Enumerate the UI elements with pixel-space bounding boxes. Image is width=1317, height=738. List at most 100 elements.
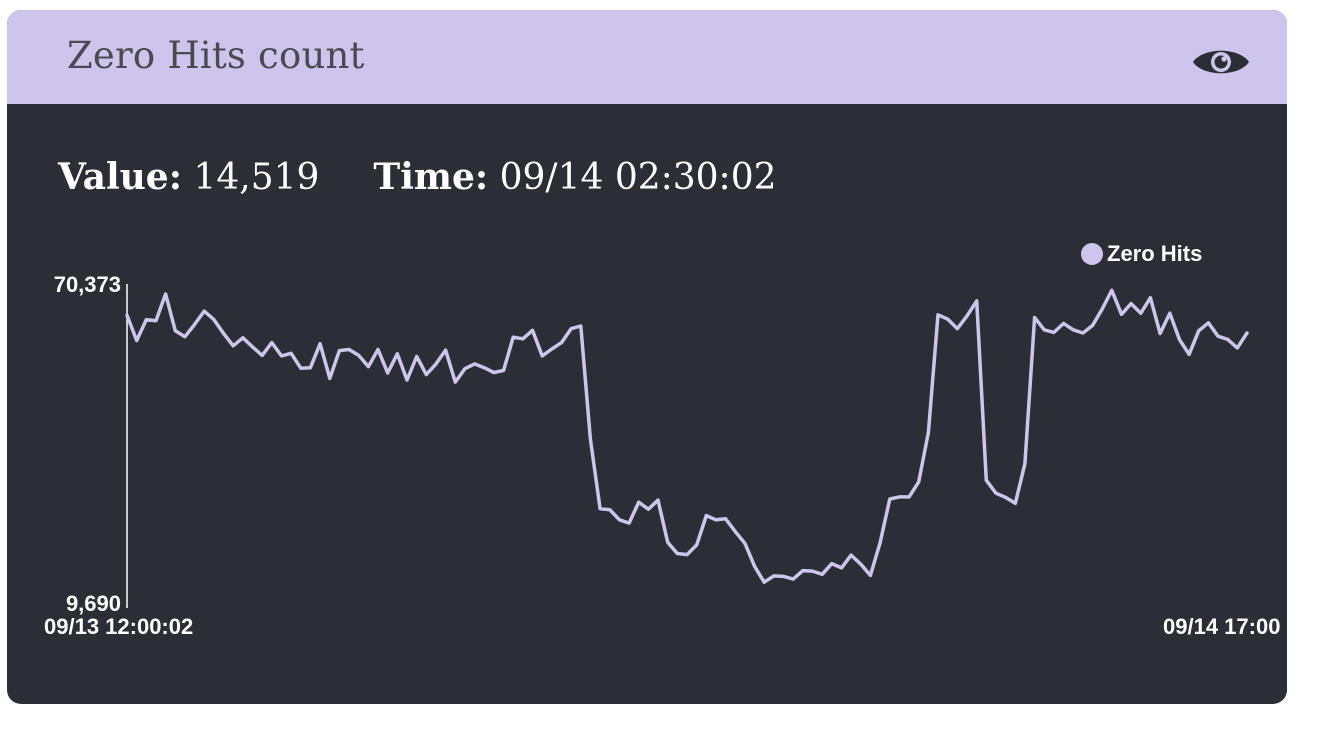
data-point [434, 362, 438, 366]
data-point [1148, 296, 1152, 300]
data-point [1216, 334, 1220, 338]
data-point [270, 341, 274, 345]
data-point [318, 342, 322, 346]
legend-swatch [1081, 243, 1103, 265]
data-point [521, 337, 525, 341]
data-point [1062, 321, 1066, 325]
data-point [1129, 302, 1133, 306]
data-point [955, 327, 959, 331]
data-point [569, 327, 573, 331]
data-point [444, 348, 448, 352]
line-chart[interactable]: 70,373 9,690 09/13 12:00:02 09/14 17:00 … [7, 10, 1287, 704]
data-point [135, 339, 139, 342]
view-button[interactable] [1191, 42, 1251, 82]
data-point [1004, 495, 1008, 499]
value-text: 14,519 [193, 157, 320, 198]
data-point [395, 352, 399, 356]
value-label: Value: [58, 156, 182, 198]
data-point [299, 366, 303, 370]
data-point [531, 328, 534, 332]
data-point [1120, 312, 1123, 316]
data-point [289, 351, 293, 355]
series-line-zero-hits[interactable] [125, 288, 1249, 584]
data-point [164, 292, 168, 296]
data-point [540, 354, 544, 358]
data-point [888, 497, 892, 501]
y-max-label: 70,373 [54, 272, 121, 297]
data-point [1100, 307, 1104, 311]
data-point [260, 353, 264, 357]
data-point [376, 348, 380, 351]
data-point [753, 564, 757, 568]
legend[interactable]: Zero Hits [1081, 241, 1202, 266]
data-point [415, 355, 419, 358]
zero-hits-widget: Zero Hits count Value: 14,519 Time: 09/14… [7, 10, 1287, 704]
data-point [202, 309, 206, 313]
data-point [965, 314, 969, 318]
data-point [1091, 324, 1094, 327]
data-point [878, 541, 882, 545]
data-point [762, 580, 766, 584]
data-point [975, 299, 979, 303]
data-point [173, 329, 177, 333]
data-point [1071, 328, 1075, 332]
data-point [1158, 332, 1162, 335]
data-point [424, 373, 428, 377]
data-point [791, 577, 795, 581]
data-point [357, 353, 361, 357]
data-point [984, 478, 988, 482]
data-point [1226, 337, 1230, 341]
data-point [946, 317, 950, 321]
data-point [1139, 311, 1143, 315]
data-point [386, 371, 390, 375]
data-point [280, 354, 283, 358]
data-point [241, 336, 245, 340]
data-point [830, 562, 834, 566]
data-point [637, 500, 641, 504]
data-point [743, 541, 747, 545]
data-point [473, 362, 477, 366]
data-point [337, 349, 341, 353]
data-point [1013, 501, 1017, 505]
data-point [1245, 331, 1249, 335]
data-point [724, 517, 728, 521]
data-point [193, 322, 197, 326]
data-point [608, 508, 612, 512]
data-point [1110, 288, 1114, 292]
data-point [840, 566, 843, 570]
data-point [704, 514, 708, 518]
data-point [588, 437, 592, 441]
data-point [482, 366, 486, 370]
data-point [772, 574, 776, 578]
data-point [231, 344, 235, 348]
widget-header: Zero Hits count [7, 10, 1287, 104]
data-point [1235, 346, 1239, 350]
data-point [251, 345, 254, 349]
data-point [1197, 329, 1201, 333]
data-point [859, 562, 863, 566]
data-point [598, 507, 602, 511]
data-point [714, 518, 718, 522]
data-point [366, 365, 370, 369]
value-readout: Value: 14,519 Time: 09/14 02:30:02 [58, 156, 777, 198]
data-point [782, 574, 786, 578]
data-point [675, 552, 679, 555]
time-label: Time: [373, 156, 489, 198]
series-points [125, 288, 1249, 584]
data-point [453, 380, 457, 384]
data-point [994, 491, 998, 495]
data-point [125, 313, 129, 317]
data-point [347, 348, 351, 351]
data-point [1042, 328, 1046, 332]
data-point [811, 569, 814, 573]
data-point [308, 366, 312, 370]
data-point [550, 347, 554, 351]
data-point [560, 341, 563, 345]
data-point [1177, 337, 1181, 341]
x-end-label: 09/14 17:00 [1163, 614, 1280, 639]
x-start-label: 09/13 12:00:02 [44, 614, 193, 639]
data-point [1168, 311, 1172, 315]
data-point [154, 319, 158, 323]
data-point [1023, 462, 1027, 466]
data-point [849, 553, 853, 557]
